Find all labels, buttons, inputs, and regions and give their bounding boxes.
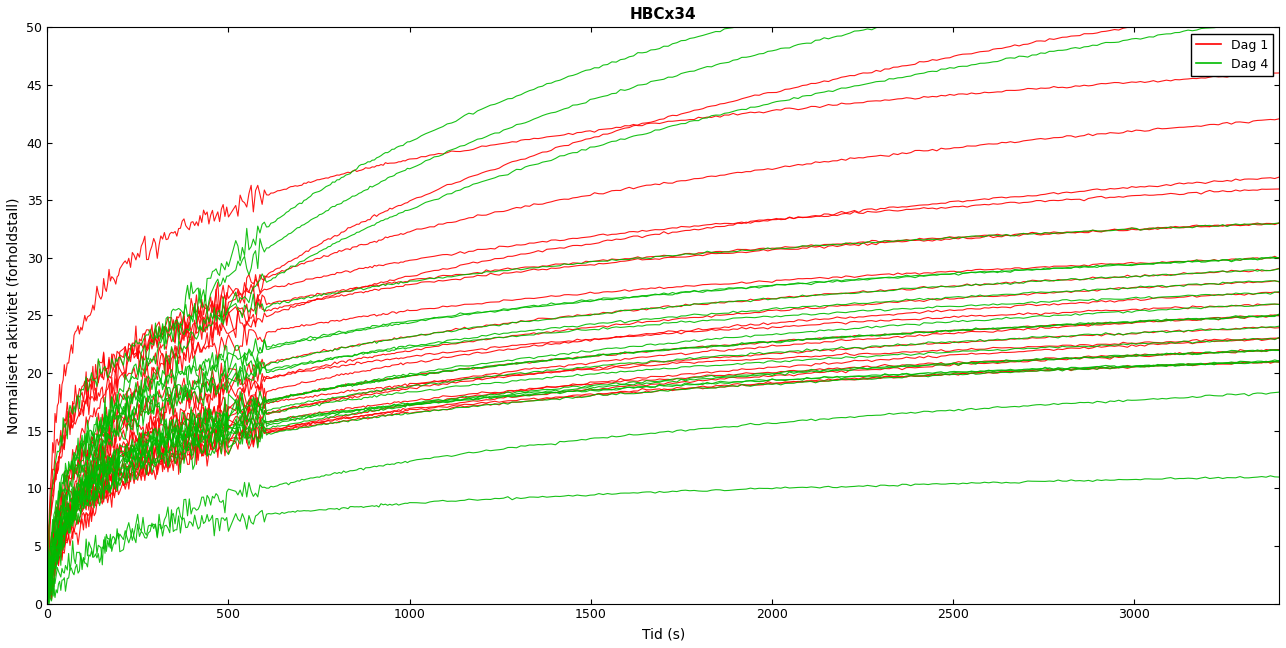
Title: HBCx34: HBCx34 xyxy=(630,7,697,22)
Legend: Dag 1, Dag 4: Dag 1, Dag 4 xyxy=(1191,34,1273,76)
Y-axis label: Normalisert aktivitet (forholdstall): Normalisert aktivitet (forholdstall) xyxy=(6,197,21,434)
X-axis label: Tid (s): Tid (s) xyxy=(642,627,685,641)
